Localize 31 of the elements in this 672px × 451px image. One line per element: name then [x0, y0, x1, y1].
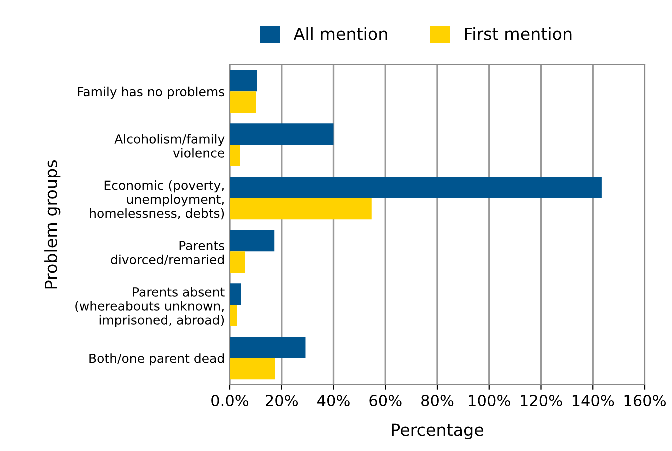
- x-tick-label: 120%: [521, 394, 562, 407]
- bar: [230, 337, 306, 358]
- bar: [230, 284, 242, 305]
- y-axis-title: Problem groups: [44, 160, 61, 289]
- y-tick-label: Both/one parent dead: [90, 354, 224, 366]
- bar: [230, 230, 275, 252]
- bar: [230, 305, 238, 326]
- bar: [230, 145, 240, 166]
- x-tick-label: 160%: [624, 394, 666, 407]
- bar: [230, 124, 334, 145]
- legend-label: All mention: [294, 27, 388, 40]
- y-tick-label: Alcoholism/family violence: [114, 134, 225, 158]
- legend-label: First mention: [465, 27, 572, 40]
- x-tick-label: 40%: [318, 394, 350, 407]
- x-tick-label: 60%: [370, 394, 402, 407]
- bar: [230, 177, 602, 198]
- bar: [230, 70, 258, 92]
- y-tick-label: Family has no problems: [78, 86, 225, 100]
- x-tick-label: 100%: [469, 394, 510, 407]
- y-tick-label: Parents absent (whereabouts unknown, imprisoned, abroad): [76, 287, 225, 328]
- x-tick-label: 0.0%: [212, 394, 249, 407]
- x-tick-label: 140%: [572, 394, 614, 407]
- x-tick-label: 80%: [422, 394, 454, 407]
- bar: [230, 92, 256, 113]
- bar: [230, 198, 372, 220]
- x-tick-label: 20%: [266, 394, 298, 407]
- bar: [230, 358, 276, 380]
- y-tick-label: Economic (poverty, unemployment, homelessness, debts): [90, 180, 224, 220]
- x-axis-title: Percentage: [392, 424, 484, 440]
- y-tick-label: Parents divorced/remaried: [111, 241, 225, 266]
- bar: [230, 252, 246, 273]
